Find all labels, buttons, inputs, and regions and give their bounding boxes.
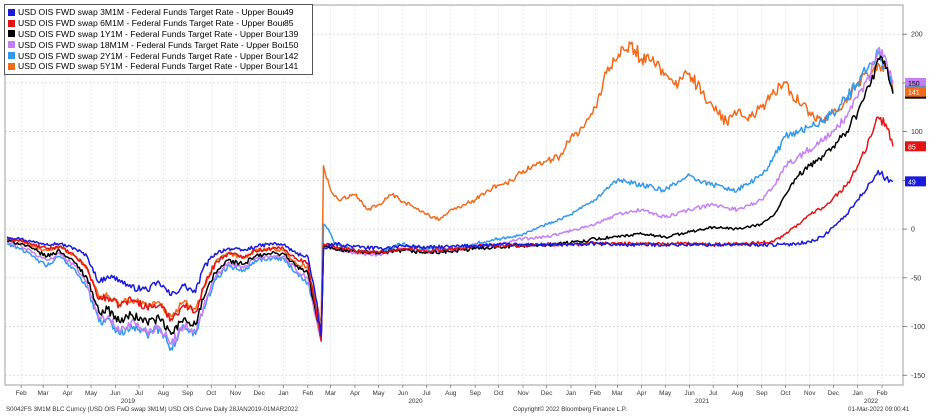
y-tick-label: -150 [911,373,925,380]
legend-value: 49 [284,7,294,18]
legend-swatch [8,62,15,70]
x-tick-label: Apr [637,390,648,397]
legend-item: USD OIS FWD swap 18M1M - Federal Funds T… [8,39,308,50]
x-tick-label: May [659,390,672,397]
legend-label: USD OIS FWD swap 18M1M - Federal Funds T… [18,39,284,50]
last-value-label: 49 [908,179,916,186]
last-value-badge [905,176,926,187]
legend-swatch [8,41,15,49]
x-tick-label: Feb [16,390,27,397]
legend-label: USD OIS FWD swap 6M1M - Federal Funds Ta… [18,18,284,29]
legend-label: USD OIS FWD swap 2Y1M - Federal Funds Ta… [18,50,284,61]
legend-swatch [8,19,15,27]
legend-item: USD OIS FWD swap 1Y1M - Federal Funds Ta… [8,29,308,40]
x-axis: Feb Mar Apr May Jun Jul Aug Sep Oct Nov Dec Jan Feb M… [16,385,888,405]
x-tick-label: Oct [780,390,790,397]
series-line [6,116,894,342]
x-tick-label: Nov [230,390,242,397]
x-tick-label: Aug [158,390,170,397]
series-line [6,169,894,338]
x-tick-label: Feb [302,390,313,397]
series-line [6,55,894,338]
footer-copyright: Copyright© 2022 Bloomberg Finance L.P. [513,406,627,413]
y-tick-label: -100 [911,324,925,331]
series-line [6,41,894,323]
last-value-badge [905,86,926,97]
legend-value: 150 [284,39,299,50]
legend-swatch [8,8,15,16]
series-lines [6,41,894,352]
x-tick-label: Apr [63,390,74,397]
legend-value: 139 [284,28,299,39]
x-tick-label: Sep [469,390,481,397]
x-tick-label: Feb [876,390,887,397]
footer-source: S0042FS 3M1M BLC Curncy (USD OIS FwD swa… [6,406,298,413]
x-tick-label: Mar [325,390,337,397]
x-year-label: 2020 [408,398,423,405]
last-value-badge [905,141,926,152]
footer-timestamp: 01-Mar-2022 09:00:41 [848,406,910,413]
x-year-label: 2021 [695,398,710,405]
x-tick-label: Jul [135,390,143,397]
x-tick-label: Nov [804,390,816,397]
y-tick-label: -50 [911,275,921,282]
x-year-label: 2022 [864,398,879,405]
x-tick-label: Feb [590,390,601,397]
legend: USD OIS FWD swap 3M1M - Federal Funds Ta… [4,4,313,75]
legend-value: 142 [284,50,299,61]
last-value-label: 141 [908,90,920,97]
x-tick-label: Jan [278,390,289,397]
x-tick-label: Sep [756,390,768,397]
x-tick-label: Dec [541,390,553,397]
x-tick-label: Mar [612,390,624,397]
x-tick-label: Sep [182,390,194,397]
x-tick-label: Oct [494,390,504,397]
last-value-badges: 4985139150142141 [905,77,926,187]
x-tick-label: Dec [828,390,840,397]
x-tick-label: Apr [350,390,361,397]
last-value-label: 85 [908,144,916,151]
y-tick-label: 0 [911,227,915,234]
legend-item: USD OIS FWD swap 5Y1M - Federal Funds Ta… [8,61,308,72]
legend-value: 141 [284,61,299,72]
x-tick-label: Jan [566,390,577,397]
x-tick-label: Jul [709,390,717,397]
x-tick-label: Jul [422,390,430,397]
x-tick-label: May [85,390,98,397]
legend-label: USD OIS FWD swap 3M1M - Federal Funds Ta… [18,7,284,18]
x-tick-label: May [372,390,385,397]
x-tick-label: Jun [110,390,121,397]
x-tick-label: Mar [38,390,50,397]
legend-label: USD OIS FWD swap 1Y1M - Federal Funds Ta… [18,28,284,39]
legend-swatch [8,52,15,60]
x-tick-label: Jun [398,390,409,397]
x-tick-label: Aug [445,390,457,397]
legend-swatch [8,30,15,38]
legend-item: USD OIS FWD swap 6M1M - Federal Funds Ta… [8,18,308,29]
last-value-label: 150 [908,81,920,88]
x-tick-label: Jun [684,390,695,397]
legend-item: USD OIS FWD swap 2Y1M - Federal Funds Ta… [8,50,308,61]
y-tick-label: 100 [911,129,923,136]
legend-value: 85 [284,18,294,29]
last-value-badge [905,77,926,88]
x-tick-label: Nov [517,390,529,397]
x-tick-label: Jan [852,390,863,397]
x-year-label: 2019 [121,398,136,405]
y-tick-label: 200 [911,32,923,39]
x-tick-label: Aug [732,390,744,397]
legend-label: USD OIS FWD swap 5Y1M - Federal Funds Ta… [18,61,284,72]
plot-frame [4,4,904,386]
x-tick-label: Oct [206,390,216,397]
legend-item: USD OIS FWD swap 3M1M - Federal Funds Ta… [8,7,308,18]
x-tick-label: Dec [253,390,265,397]
